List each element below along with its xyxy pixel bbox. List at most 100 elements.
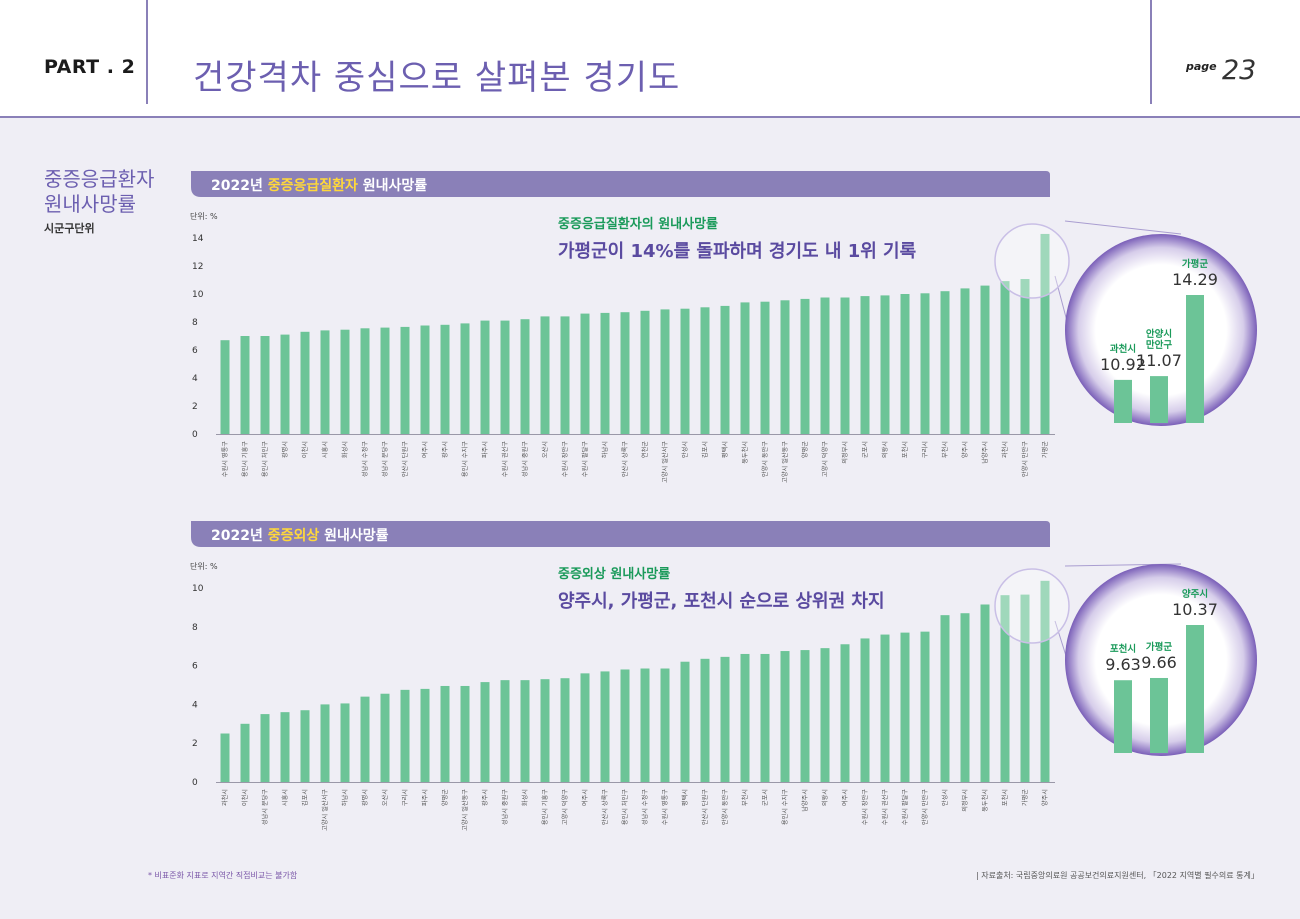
chart-2-xtick-label: 평택시 — [681, 789, 689, 806]
chart-2-bar — [900, 632, 910, 782]
chart-1-zoom-value: 14.29 — [1172, 270, 1218, 289]
chart-1-bar — [360, 328, 370, 434]
chart-1-bar — [700, 307, 710, 434]
chart-2-bar — [400, 689, 410, 782]
chart-1-bar — [300, 331, 310, 434]
chart-1-unit-label: 단위: % — [190, 211, 218, 221]
chart-2-title: 2022년 중증외상 원내사망률 — [211, 527, 389, 544]
chart-2-bar — [420, 688, 430, 782]
chart-1-bar — [280, 334, 290, 434]
chart-2-xtick-label: 여주시 — [841, 789, 849, 806]
chart-2-xtick-label: 안산시 단원구 — [701, 789, 709, 825]
chart-1-xtick-label: 부천시 — [941, 441, 949, 458]
chart-2-annotation-title: 중증외상 원내사망률 — [558, 566, 670, 582]
chart-1-zoom-name: 과천시 — [1110, 343, 1136, 355]
chart-2-bar — [260, 714, 270, 782]
chart-1-xtick-label: 양평군 — [801, 441, 809, 458]
chart-2-bar — [860, 638, 870, 782]
chart-2-bar — [700, 658, 710, 782]
chart-2-xtick-label: 성남시 수정구 — [641, 789, 649, 825]
chart-1-zoom-value: 10.92 — [1100, 355, 1146, 374]
chart-1-bar — [560, 316, 570, 434]
chart-1-xtick-label: 시흥시 — [321, 441, 329, 458]
chart-1-xtick-label: 구리시 — [921, 441, 929, 458]
chart-1-bar — [540, 316, 550, 434]
chart-2-bar — [1000, 595, 1010, 782]
page-title: 건강격차 중심으로 살펴본 경기도 — [193, 58, 681, 98]
chart-1-ytick: 10 — [192, 290, 204, 300]
chart-1-xtick-label: 성남시 중원구 — [521, 441, 529, 477]
chart-1-xtick-label: 수원시 권선구 — [501, 441, 509, 477]
chart-1-ytick: 14 — [192, 234, 204, 244]
chart-2-bar — [740, 653, 750, 782]
chart-2-xtick-label: 수원시 장안구 — [861, 789, 869, 825]
chart-2-bar — [1040, 580, 1050, 782]
footnote: * 비표준화 지표로 지역간 직접비교는 불가함 — [148, 871, 298, 880]
chart-2-xtick-label: 용인시 기흥구 — [541, 789, 549, 825]
chart-1-zoom-connector — [1064, 220, 1182, 235]
chart-2-bar — [820, 648, 830, 782]
chart-1-bar — [1000, 281, 1010, 434]
chart-1-title-part: 2022년 — [211, 178, 268, 194]
chart-1-zoom-name: 안양시 — [1146, 328, 1172, 340]
chart-1-bar — [1040, 233, 1050, 434]
chart-2-xtick-label: 가평군 — [1021, 789, 1029, 806]
chart-2-bar — [580, 673, 590, 782]
chart-1-xtick-label: 오산시 — [541, 441, 549, 458]
chart-1-xtick-label: 남양주시 — [981, 441, 989, 464]
chart-2-bar — [540, 679, 550, 782]
chart-2-bar — [220, 733, 230, 782]
chart-2-xtick-label: 구리시 — [401, 789, 409, 806]
chart-2-xtick-label: 부천시 — [741, 789, 749, 806]
part-label: PART . 2 — [44, 56, 136, 78]
chart-1-xtick-label: 여주시 — [421, 441, 429, 458]
chart-2-zoom-circle — [1065, 564, 1257, 756]
chart-2-xtick-label: 여주시 — [581, 789, 589, 806]
chart-2-bar — [460, 685, 470, 782]
chart-1-bar — [400, 326, 410, 434]
chart-1-xtick-label: 동두천시 — [741, 441, 749, 464]
chart-1-xtick-label: 수원시 영통구 — [221, 441, 229, 477]
chart-2-bar — [1020, 594, 1030, 782]
chart-1-bar — [580, 313, 590, 434]
chart-2-bar — [500, 680, 510, 782]
chart-1-xtick-label: 포천시 — [901, 441, 909, 458]
chart-1-bar — [640, 310, 650, 434]
chart-1-zoom-bar — [1114, 379, 1132, 423]
chart-1-xtick-label: 안산시 상록구 — [621, 441, 629, 477]
chart-2-xtick-label: 고양시 덕양구 — [561, 789, 569, 825]
chart-1-bar — [380, 327, 390, 434]
chart-2-ytick: 10 — [192, 584, 204, 594]
chart-2-bar — [360, 696, 370, 782]
chart-2-xtick-label: 성남시 중원구 — [501, 789, 509, 825]
header-separator-left — [146, 0, 148, 104]
chart-2-bar — [280, 712, 290, 782]
chart-1-bar — [960, 288, 970, 434]
chart-1-xtick-label: 안산시 단원구 — [401, 441, 409, 477]
chart-2-xtick-label: 광주시 — [482, 789, 489, 806]
chart-2-xtick-label: 이천시 — [241, 789, 249, 806]
chart-2-xtick-label: 안성시 — [941, 789, 949, 806]
chart-2-xtick-label: 양평군 — [441, 789, 449, 806]
chart-1-xtick-label: 안양시 만안구 — [1021, 441, 1029, 477]
chart-1-bar — [520, 319, 530, 434]
chart-2-title-part: 원내사망률 — [319, 527, 388, 544]
section-title: 중증응급환자 원내사망률 — [44, 167, 155, 216]
chart-2-bar — [340, 703, 350, 782]
chart-1-xtick-label: 수원시 팔달구 — [581, 441, 589, 477]
chart-1-bar — [860, 296, 870, 434]
chart-2-zoom-value: 10.37 — [1172, 600, 1218, 619]
chart-1-xtick-label: 군포시 — [862, 441, 869, 458]
chart-1-xtick-label: 광명시 — [281, 441, 289, 458]
chart-1-bar — [680, 308, 690, 434]
page-word: page — [1186, 60, 1217, 73]
chart-1-xtick-label: 고양시 일산서구 — [661, 441, 669, 483]
chart-2-ytick: 4 — [192, 700, 198, 710]
chart-2-xtick-label: 수원시 팔달구 — [901, 789, 909, 825]
chart-2-xtick-label: 하남시 — [341, 789, 349, 806]
chart-1-ytick: 0 — [192, 430, 198, 440]
chart-2-zoom-bar — [1150, 677, 1168, 753]
chart-1-bar — [600, 312, 610, 434]
chart-2-xtick-label: 광명시 — [361, 789, 369, 806]
chart-2-xtick-label: 포천시 — [1001, 789, 1009, 806]
